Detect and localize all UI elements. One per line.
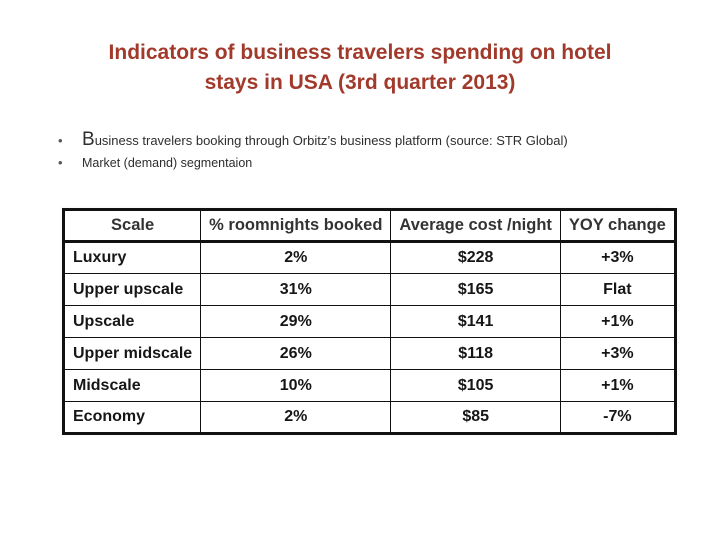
cell-scale: Upscale — [62, 305, 202, 338]
page-title-line2: stays in USA (3rd quarter 2013) — [204, 71, 516, 95]
cell-scale: Luxury — [62, 241, 202, 274]
table-header-row: Scale % roomnights booked Average cost /… — [62, 209, 676, 243]
cell-yoy-change: Flat — [559, 273, 676, 306]
bullet-list: • Business travelers booking through Orb… — [58, 129, 720, 170]
table-row: Economy 2% $85 -7% — [62, 401, 676, 434]
page-title-line1: Indicators of business travelers spendin… — [108, 41, 612, 64]
table-row: Upper midscale 26% $118 +3% — [62, 337, 676, 370]
cell-roomnights: 26% — [200, 337, 392, 370]
column-header-roomnights: % roomnights booked — [200, 209, 392, 243]
bullet-text-booking: Business travelers booking through Orbit… — [82, 128, 568, 150]
bullet-item-1: • Business travelers booking through Orb… — [58, 129, 720, 151]
cell-average-cost: $85 — [390, 401, 561, 434]
hotel-spending-table-container: Scale % roomnights booked Average cost /… — [60, 206, 677, 437]
cell-average-cost: $165 — [390, 273, 561, 306]
bullet-marker: • — [58, 154, 63, 170]
table-row: Upscale 29% $141 +1% — [62, 305, 676, 338]
cell-yoy-change: +3% — [559, 337, 676, 370]
cell-roomnights: 2% — [200, 401, 392, 434]
cell-average-cost: $228 — [390, 241, 561, 274]
cell-yoy-change: -7% — [559, 401, 676, 434]
cell-average-cost: $118 — [390, 337, 561, 370]
cell-roomnights: 2% — [200, 241, 392, 274]
column-header-scale: Scale — [62, 209, 202, 243]
cell-scale: Upper upscale — [62, 273, 202, 306]
bullet-item-2: • Market (demand) segmentaion — [58, 155, 720, 170]
column-header-yoy-change: YOY change — [559, 209, 676, 243]
cell-yoy-change: +1% — [559, 369, 676, 402]
table-row: Upper upscale 31% $165 Flat — [62, 273, 676, 306]
cell-scale: Economy — [62, 401, 202, 434]
hotel-spending-table: Scale % roomnights booked Average cost /… — [62, 208, 677, 435]
cell-scale: Midscale — [62, 369, 202, 402]
table-row: Luxury 2% $228 +3% — [62, 241, 676, 274]
cell-roomnights: 29% — [200, 305, 392, 338]
page-title: Indicators of business travelers spendin… — [0, 38, 720, 99]
cell-roomnights: 31% — [200, 273, 392, 306]
bullet-marker: • — [58, 132, 63, 148]
cell-average-cost: $105 — [390, 369, 561, 402]
cell-scale: Upper midscale — [62, 337, 202, 370]
cell-roomnights: 10% — [200, 369, 392, 402]
table-row: Midscale 10% $105 +1% — [62, 369, 676, 402]
column-header-average-cost: Average cost /night — [390, 209, 561, 243]
cell-yoy-change: +1% — [559, 305, 676, 338]
cell-average-cost: $141 — [390, 305, 561, 338]
bullet-text-segmentation: Market (demand) segmentaion — [82, 155, 253, 170]
cell-yoy-change: +3% — [559, 241, 676, 274]
